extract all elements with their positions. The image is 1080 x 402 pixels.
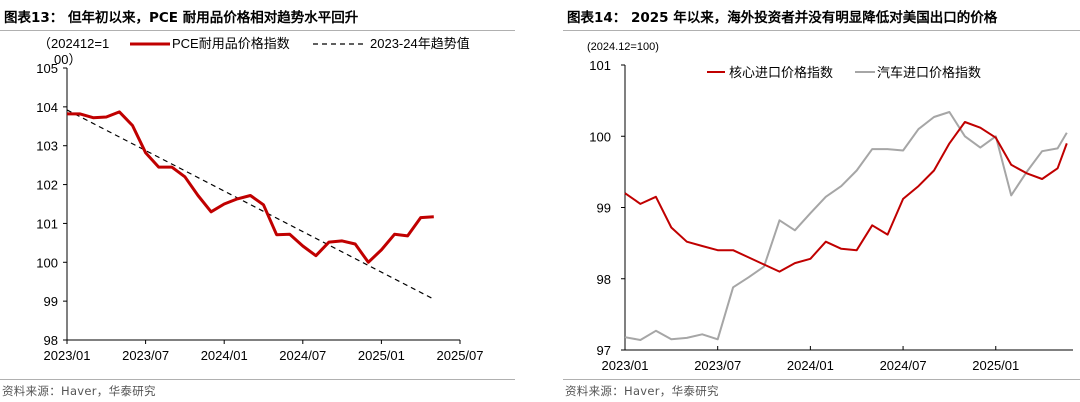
left-unit-label-cont: 00） [54,52,81,67]
left-y-tick-label: 101 [36,216,58,231]
left-pce-durables-line [67,110,434,264]
right-y-tick-label: 99 [597,201,611,216]
left-trend-line [66,109,435,300]
right-x-tick-label: 2025/01 [972,358,1019,373]
right-x-tick-label: 2024/07 [880,358,927,373]
left-x-tick-label: 2024/01 [201,348,248,363]
left-x-tick-label: 2023/07 [122,348,169,363]
left-x-tick-label: 2023/01 [44,348,91,363]
left-chart-title: 图表13： 但年初以来，PCE 耐用品价格相对趋势水平回升 [4,10,359,26]
left-y-tick-label: 102 [36,178,58,193]
left-legend-label-trend: 2023-24年趋势值 [370,36,470,51]
right-x-tick-label: 2023/07 [694,358,741,373]
left-chart: 98 99 100 101 102 103 104 105 2023/01 2023/07 2024… [36,36,484,363]
left-y-tick-label: 103 [36,139,58,154]
right-chart: (2024.12=100) 97 98 99 100 101 2023/01 2023/07 2… [587,41,1073,373]
right-source-rule [563,379,1080,380]
right-title-rule [563,30,1080,31]
left-y-tick-label: 98 [44,333,58,348]
left-unit-label: （202412=1 [38,36,109,51]
left-y-tick-label: 99 [44,294,58,309]
right-y-tick-label: 97 [597,343,611,358]
right-core-import-price-line [624,121,1068,273]
right-panel: 图表14： 2025 年以来，海外投资者并没有明显降低对美国出口的价格 (202… [563,0,1080,402]
left-y-tick-label: 105 [36,61,58,76]
left-y-tick-label: 100 [36,255,58,270]
right-legend-label-core: 核心进口价格指数 [729,65,833,80]
right-y-tick-label: 98 [597,272,611,287]
right-unit-label: (2024.12=100) [587,41,659,53]
right-x-tick-label: 2023/01 [602,358,649,373]
left-source: 资料来源：Haver，华泰研究 [2,384,156,398]
left-y-tick-label: 104 [36,100,58,115]
left-x-tick-label: 2025/01 [358,348,405,363]
left-x-tick-label: 2025/07 [437,348,484,363]
left-title-rule [0,30,515,31]
left-source-rule [0,379,515,380]
right-y-tick-label: 101 [589,58,611,73]
right-chart-title: 图表14： 2025 年以来，海外投资者并没有明显降低对美国出口的价格 [567,10,998,26]
left-legend-label-series: PCE耐用品价格指数 [172,36,290,51]
left-x-tick-label: 2024/07 [279,348,326,363]
right-legend-label-auto: 汽车进口价格指数 [877,65,981,80]
right-auto-import-price-line [624,111,1068,341]
right-source: 资料来源：Haver，华泰研究 [565,384,719,398]
left-panel: 图表13： 但年初以来，PCE 耐用品价格相对趋势水平回升 98 99 100 101… [0,0,515,402]
right-x-tick-label: 2024/01 [787,358,834,373]
right-y-tick-label: 100 [589,129,611,144]
